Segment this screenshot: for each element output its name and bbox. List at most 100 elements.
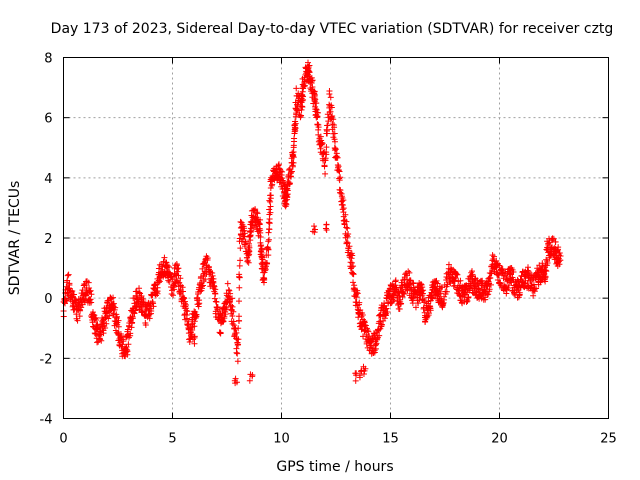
data-point xyxy=(173,260,180,267)
data-point xyxy=(69,288,76,295)
data-point xyxy=(246,377,253,384)
data-point xyxy=(450,283,457,290)
data-point xyxy=(73,311,80,318)
data-point xyxy=(309,84,316,91)
data-point xyxy=(433,277,440,284)
data-point xyxy=(349,252,356,259)
data-point xyxy=(106,312,113,319)
data-point xyxy=(515,294,522,301)
data-point xyxy=(105,315,112,322)
data-point xyxy=(464,297,471,304)
data-point xyxy=(299,93,306,100)
data-point xyxy=(405,282,412,289)
data-point xyxy=(409,300,416,307)
data-point xyxy=(81,282,88,289)
data-point xyxy=(262,267,269,274)
data-point xyxy=(443,288,450,295)
data-point xyxy=(166,278,173,285)
data-point xyxy=(543,268,550,275)
data-point xyxy=(406,281,413,288)
data-point xyxy=(306,62,313,69)
data-point xyxy=(98,337,105,344)
data-point xyxy=(308,78,315,85)
data-point xyxy=(227,290,234,297)
data-point xyxy=(236,262,243,269)
data-point xyxy=(309,228,316,235)
data-point xyxy=(266,216,273,223)
data-point xyxy=(542,278,549,285)
data-point xyxy=(330,116,337,123)
data-point xyxy=(406,269,413,276)
data-point xyxy=(186,339,193,346)
data-point xyxy=(85,279,92,286)
data-point xyxy=(343,232,350,239)
data-point xyxy=(267,192,274,199)
data-point xyxy=(414,300,421,307)
data-point xyxy=(505,285,512,292)
data-point xyxy=(284,191,291,198)
data-point xyxy=(102,325,109,332)
data-point xyxy=(466,286,473,293)
data-point xyxy=(336,168,343,175)
x-tick-label: 0 xyxy=(59,432,67,447)
data-point xyxy=(252,206,259,213)
data-point xyxy=(525,268,532,275)
data-point xyxy=(205,263,212,270)
data-point xyxy=(353,294,360,301)
y-tick-label: 6 xyxy=(44,112,52,127)
data-point xyxy=(234,341,241,348)
data-point xyxy=(267,198,274,205)
data-point xyxy=(323,151,330,158)
data-point xyxy=(161,254,168,261)
data-point xyxy=(197,288,204,295)
data-point xyxy=(333,150,340,157)
data-point xyxy=(87,296,94,303)
data-points xyxy=(60,59,564,387)
data-point xyxy=(191,340,198,347)
data-point xyxy=(166,264,172,271)
data-point xyxy=(248,227,255,234)
data-point xyxy=(544,259,551,266)
data-point xyxy=(283,186,290,193)
data-point xyxy=(486,286,493,293)
data-point xyxy=(181,295,188,302)
data-point xyxy=(93,316,100,323)
data-point xyxy=(350,279,357,286)
data-point xyxy=(330,121,337,128)
data-point xyxy=(340,197,347,204)
x-tick-label: 5 xyxy=(168,432,176,447)
data-point xyxy=(323,221,330,228)
data-point xyxy=(321,163,328,170)
data-point xyxy=(209,272,216,279)
data-point xyxy=(343,224,350,231)
data-point xyxy=(76,313,83,320)
data-point xyxy=(195,301,202,308)
data-point xyxy=(183,305,190,312)
data-point xyxy=(196,300,203,307)
grid-lines xyxy=(63,57,609,419)
data-point xyxy=(445,261,452,268)
data-point xyxy=(290,159,297,166)
data-point xyxy=(220,318,227,325)
data-point xyxy=(214,304,221,311)
data-point xyxy=(322,170,329,177)
data-point xyxy=(266,226,273,233)
data-point xyxy=(360,333,367,340)
data-point xyxy=(530,292,537,299)
data-point xyxy=(352,377,359,384)
data-point xyxy=(376,312,383,319)
data-point xyxy=(242,238,249,245)
x-tick-label: 20 xyxy=(491,432,508,447)
data-point xyxy=(265,236,272,243)
data-point xyxy=(260,276,267,283)
data-point xyxy=(419,284,426,291)
x-axis-label: GPS time / hours xyxy=(276,459,393,475)
x-tick-label: 15 xyxy=(382,432,399,447)
data-point xyxy=(441,296,448,303)
data-point xyxy=(235,325,242,332)
data-point xyxy=(332,146,339,153)
data-point xyxy=(417,280,424,287)
x-tick-label: 10 xyxy=(273,432,290,447)
data-point xyxy=(311,223,318,230)
data-point xyxy=(553,255,560,262)
